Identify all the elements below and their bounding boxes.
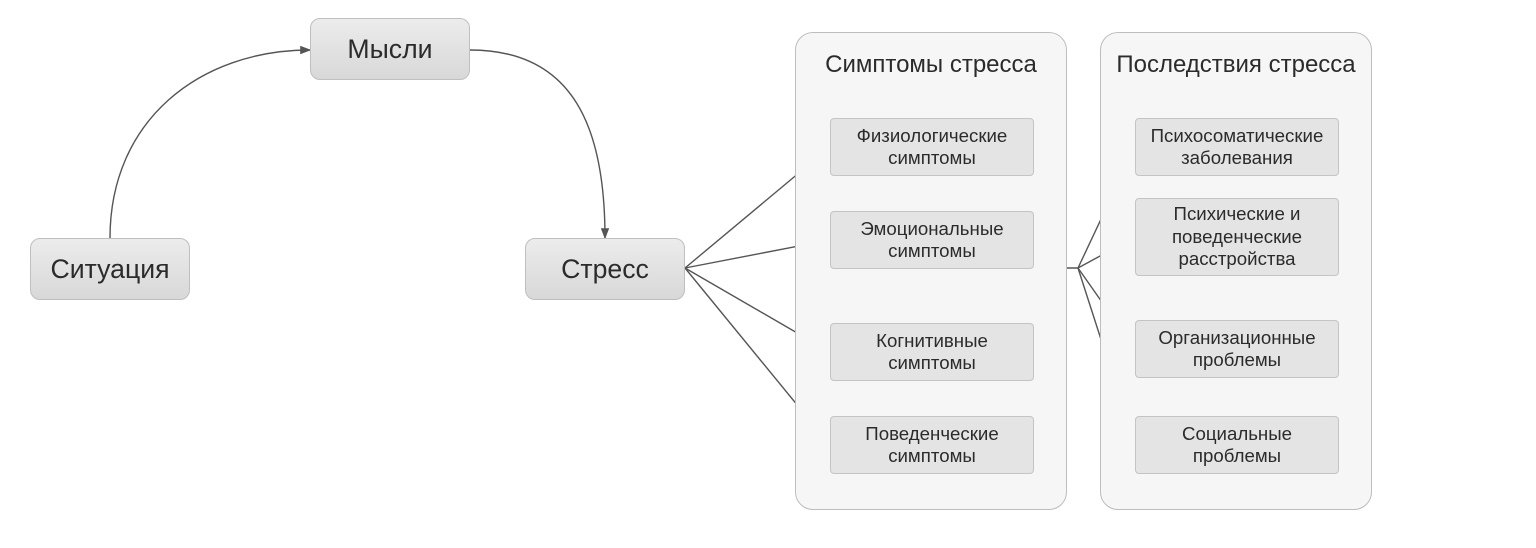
symptom-cognitive: Когнитивные симптомы xyxy=(830,323,1034,381)
symptom-behavioral-label: Поведенческие симптомы xyxy=(865,423,998,468)
panel-consequences-title: Последствия стресса xyxy=(1101,51,1371,79)
symptom-emotional: Эмоциональные симптомы xyxy=(830,211,1034,269)
panel-symptoms-title: Симптомы стресса xyxy=(796,51,1066,79)
diagram-canvas: { "style": { "background_color": "#fffff… xyxy=(0,0,1536,548)
consequence-social: Социальные проблемы xyxy=(1135,416,1339,474)
node-thoughts-label: Мысли xyxy=(347,33,432,65)
arc-arrow xyxy=(110,50,310,238)
consequence-organizational: Организационные проблемы xyxy=(1135,320,1339,378)
consequence-psychosomatic-label: Психосоматические заболевания xyxy=(1151,125,1324,170)
node-stress: Стресс xyxy=(525,238,685,300)
symptom-cognitive-label: Когнитивные симптомы xyxy=(876,330,988,375)
node-thoughts: Мысли xyxy=(310,18,470,80)
consequence-mental-behavioral-label: Психические и поведенческие расстройства xyxy=(1172,203,1302,270)
consequence-mental-behavioral: Психические и поведенческие расстройства xyxy=(1135,198,1339,276)
node-stress-label: Стресс xyxy=(561,253,649,285)
node-situation-label: Ситуация xyxy=(50,253,169,285)
consequence-social-label: Социальные проблемы xyxy=(1182,423,1292,468)
symptom-behavioral: Поведенческие симптомы xyxy=(830,416,1034,474)
symptom-physiological: Физиологические симптомы xyxy=(830,118,1034,176)
symptom-emotional-label: Эмоциональные симптомы xyxy=(860,218,1003,263)
symptom-physiological-label: Физиологические симптомы xyxy=(857,125,1008,170)
arc-arrow xyxy=(470,50,605,238)
node-situation: Ситуация xyxy=(30,238,190,300)
consequence-psychosomatic: Психосоматические заболевания xyxy=(1135,118,1339,176)
consequence-organizational-label: Организационные проблемы xyxy=(1158,327,1315,372)
